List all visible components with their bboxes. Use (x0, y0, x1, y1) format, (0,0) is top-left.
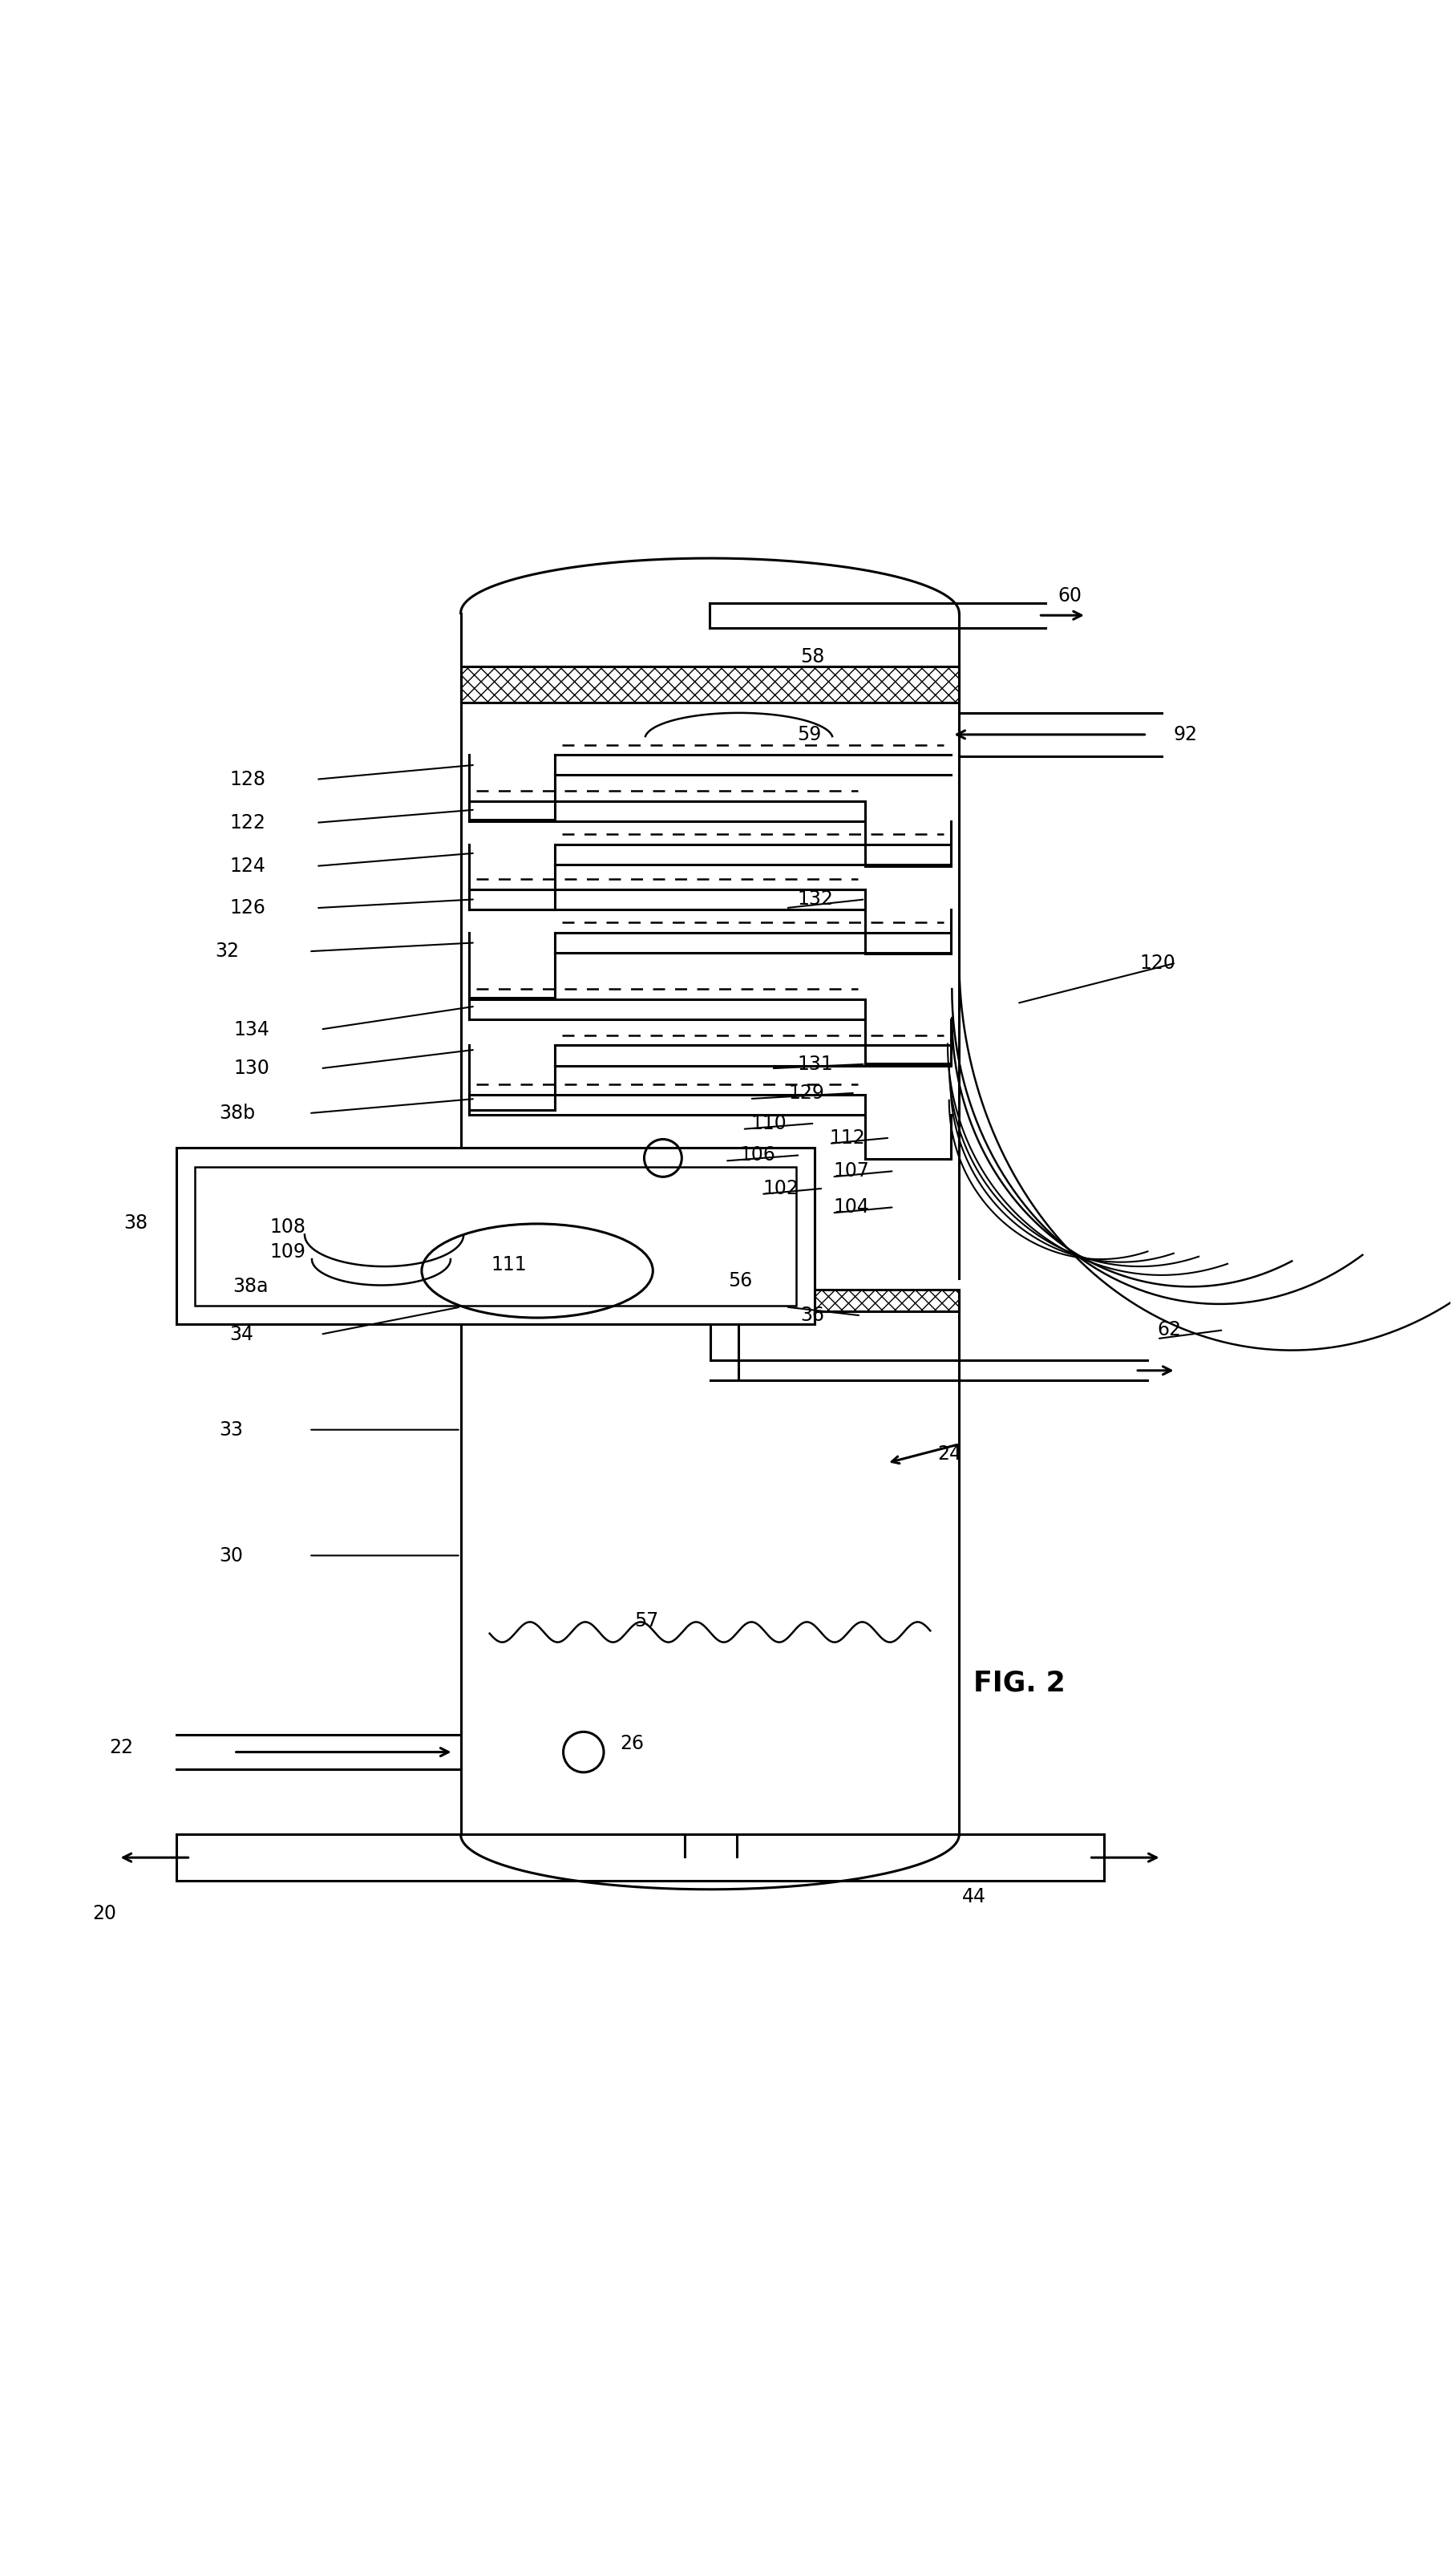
Text: 60: 60 (1057, 585, 1082, 606)
Text: 33: 33 (220, 1421, 243, 1439)
Bar (176, 1148, 815, 1324)
Text: 44: 44 (962, 1886, 986, 1907)
Text: 126: 126 (230, 897, 265, 918)
Bar (460, 667, 960, 703)
Text: 57: 57 (633, 1610, 658, 1631)
Text: 134: 134 (234, 1020, 269, 1040)
Text: 132: 132 (798, 889, 833, 910)
Text: FIG. 2: FIG. 2 (974, 1669, 1066, 1697)
Text: 36: 36 (801, 1306, 824, 1324)
Text: 131: 131 (798, 1056, 833, 1074)
Text: 32: 32 (215, 941, 239, 961)
Text: 128: 128 (230, 769, 265, 790)
Text: 56: 56 (728, 1270, 753, 1291)
Text: 104: 104 (833, 1199, 869, 1217)
Text: 109: 109 (269, 1242, 306, 1263)
Text: 26: 26 (620, 1733, 644, 1753)
Text: 34: 34 (230, 1324, 253, 1344)
Text: 120: 120 (1140, 953, 1176, 971)
Text: 112: 112 (828, 1127, 865, 1148)
Text: 22: 22 (109, 1738, 134, 1759)
Text: 20: 20 (92, 1904, 116, 1925)
Text: 38b: 38b (220, 1104, 256, 1122)
Text: 102: 102 (763, 1178, 799, 1199)
Text: 92: 92 (1174, 726, 1197, 744)
Text: 38: 38 (124, 1214, 149, 1232)
Text: 124: 124 (230, 856, 265, 877)
Text: 110: 110 (751, 1114, 788, 1132)
Text: 38a: 38a (233, 1278, 268, 1296)
Text: 30: 30 (220, 1546, 243, 1564)
Text: 107: 107 (833, 1160, 869, 1181)
Text: 129: 129 (789, 1084, 824, 1102)
Bar (195, 1166, 796, 1306)
Text: 108: 108 (269, 1217, 306, 1237)
Text: 58: 58 (801, 647, 824, 667)
Text: 106: 106 (740, 1145, 776, 1166)
Bar (460, 1291, 960, 1311)
Text: 111: 111 (491, 1255, 527, 1275)
Text: 59: 59 (798, 726, 821, 744)
Text: 62: 62 (1158, 1321, 1181, 1339)
Text: 122: 122 (230, 813, 265, 833)
Text: 24: 24 (938, 1444, 961, 1465)
Text: 130: 130 (234, 1058, 269, 1079)
